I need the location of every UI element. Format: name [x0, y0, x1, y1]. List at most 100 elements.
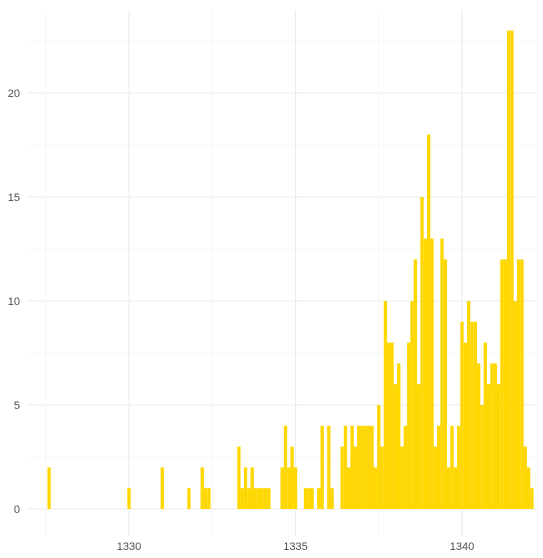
histogram-bar	[443, 259, 448, 509]
histogram-bar	[470, 321, 474, 509]
major-gridlines	[28, 10, 536, 536]
histogram-bar	[340, 446, 344, 509]
histogram-bar	[433, 446, 438, 509]
histogram-bar	[427, 134, 431, 509]
histogram-bar	[293, 467, 298, 509]
histogram-bar	[516, 259, 521, 509]
histogram-bar	[290, 446, 294, 509]
histogram-bar	[473, 321, 477, 509]
histogram-bar	[357, 425, 361, 509]
histogram-bar	[503, 259, 507, 509]
histogram-bar	[437, 425, 441, 509]
histogram-bar	[353, 446, 358, 509]
y-tick-label: 15	[8, 192, 20, 204]
histogram-bar	[347, 467, 351, 509]
histogram-bar	[500, 259, 504, 509]
histogram-bar	[370, 425, 374, 509]
histogram-bar	[267, 488, 271, 509]
histogram-bar	[526, 467, 531, 509]
histogram-bar	[287, 467, 291, 509]
histogram-bar	[413, 259, 418, 509]
histogram-bar	[253, 488, 258, 509]
histogram-bar	[453, 467, 458, 509]
histogram-bar	[47, 467, 51, 509]
histogram-bar	[393, 384, 398, 509]
histogram-bar	[377, 405, 381, 509]
histogram-bar	[350, 425, 354, 509]
histogram-bar	[243, 467, 248, 509]
histogram-bar	[260, 488, 264, 509]
histogram-bar	[423, 238, 428, 509]
histogram-bar	[320, 425, 324, 509]
histogram-bar	[493, 363, 497, 509]
histogram-bars	[47, 30, 534, 509]
histogram-bar	[327, 425, 331, 509]
y-tick-label: 5	[14, 400, 20, 412]
histogram-bar	[397, 363, 401, 509]
histogram-bar	[263, 488, 268, 509]
histogram-bar	[247, 488, 251, 509]
histogram-bar	[506, 30, 511, 509]
histogram-bar	[380, 446, 384, 509]
x-tick-label: 1335	[283, 541, 307, 553]
histogram-bar	[187, 488, 191, 509]
histogram-bar	[430, 238, 434, 509]
y-tick-label: 10	[8, 296, 20, 308]
y-tick-label: 0	[14, 504, 20, 516]
histogram-bar	[460, 321, 464, 509]
histogram-bar	[520, 259, 524, 509]
histogram-bar	[486, 384, 491, 509]
histogram-bar	[363, 425, 368, 509]
histogram-bar	[257, 488, 261, 509]
histogram-bar	[310, 488, 314, 509]
histogram-bar	[440, 238, 444, 509]
histogram-bar	[203, 488, 208, 509]
histogram-bar	[407, 342, 411, 509]
histogram-bar	[523, 446, 527, 509]
histogram-bar	[510, 30, 514, 509]
x-tick-label: 1330	[117, 541, 141, 553]
histogram-bar	[530, 488, 534, 509]
histogram-bar	[373, 467, 378, 509]
histogram-bar	[450, 425, 454, 509]
x-axis-tick-labels: 1330 1335 1340	[117, 541, 474, 553]
histogram-bar	[513, 301, 517, 509]
histogram-bar	[317, 488, 321, 509]
x-tick-label: 1340	[450, 541, 474, 553]
histogram-bar	[420, 197, 424, 509]
histogram-bar	[483, 342, 487, 509]
histogram-bar	[447, 467, 451, 509]
histogram-bar	[403, 425, 408, 509]
histogram-bar	[160, 467, 164, 509]
histogram-bar	[387, 342, 391, 509]
histogram-bar	[476, 363, 481, 509]
histogram-bar	[400, 446, 404, 509]
y-axis-tick-labels: 0 5 10 15 20	[8, 88, 20, 516]
histogram-bar	[457, 425, 461, 509]
histogram-bar	[250, 467, 254, 509]
histogram-bar	[237, 446, 241, 509]
histogram-bar	[360, 425, 364, 509]
y-tick-label: 20	[8, 88, 20, 100]
histogram-bar	[240, 488, 244, 509]
histogram-bar	[343, 425, 348, 509]
histogram-bar	[307, 488, 311, 509]
histogram-bar	[303, 488, 308, 509]
minor-gridlines	[28, 10, 536, 536]
histogram-bar	[463, 342, 467, 509]
histogram-bar	[207, 488, 211, 509]
histogram-bar	[390, 342, 394, 509]
histogram-bar	[383, 301, 388, 509]
histogram-bar	[127, 488, 131, 509]
histogram-bar	[490, 363, 494, 509]
histogram-bar	[280, 467, 284, 509]
histogram-bar	[283, 425, 288, 509]
histogram-bar	[496, 384, 501, 509]
histogram-bar	[200, 467, 204, 509]
histogram-bar	[466, 301, 471, 509]
histogram-bar	[480, 405, 484, 509]
histogram-bar	[417, 384, 421, 509]
histogram-bar	[367, 425, 371, 509]
histogram-bar	[410, 301, 414, 509]
